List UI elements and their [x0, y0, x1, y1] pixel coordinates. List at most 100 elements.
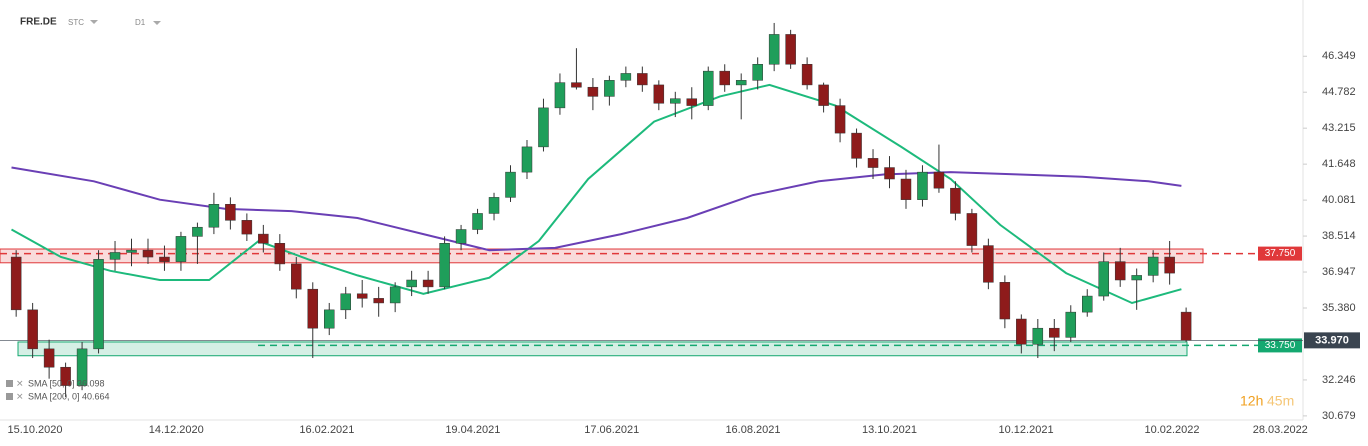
zone [17, 341, 1188, 357]
candle-body [274, 243, 286, 265]
countdown-hours: 12h [1240, 393, 1263, 409]
candle-body [620, 73, 632, 81]
candle-body [109, 252, 121, 260]
candle-body [60, 366, 71, 386]
candle-body [983, 245, 994, 283]
candle-body [1180, 311, 1192, 341]
candle-body [159, 256, 170, 262]
y-tick-label: 35.380 [1322, 302, 1356, 314]
candle-body [900, 178, 912, 200]
candle-body [76, 348, 88, 386]
legend-icon [6, 393, 13, 400]
last-price-label: 33.970 [1315, 334, 1349, 346]
candle-body [241, 220, 253, 235]
interval[interactable]: D1 [135, 18, 146, 27]
y-tick-label: 32.246 [1322, 374, 1356, 386]
candle-body [785, 34, 796, 65]
candle-body [735, 80, 747, 86]
candle-body [126, 249, 137, 253]
x-tick-label: 28.03.2022 [1253, 424, 1308, 436]
candle-body [1114, 261, 1126, 281]
candle-body [1032, 327, 1044, 345]
level-label: 37.750 [1265, 248, 1296, 259]
candle-body [587, 86, 599, 97]
candle-body [686, 98, 698, 106]
candle-body [834, 105, 846, 134]
market[interactable]: STC [68, 18, 84, 27]
candle-body [455, 229, 467, 244]
candle-body [10, 256, 22, 311]
candle-body [653, 84, 665, 104]
candle-body [291, 263, 302, 290]
x-tick-label: 10.12.2021 [999, 424, 1054, 436]
candle-body [884, 167, 895, 180]
candle-body [1131, 275, 1142, 281]
candle-body [950, 187, 961, 214]
y-tick-label: 46.349 [1322, 50, 1356, 62]
candle-body [422, 279, 434, 288]
legend-close: ✕ [16, 391, 24, 401]
candle-body [637, 73, 648, 86]
candle-body [1081, 295, 1093, 313]
candle-body [192, 226, 203, 237]
legend-icon [6, 380, 13, 387]
candle-body [389, 286, 401, 304]
candle-body [604, 80, 615, 97]
candle-body [307, 288, 319, 329]
candle-body [225, 204, 236, 221]
candle-body [752, 64, 763, 81]
last-price-box [1304, 332, 1360, 349]
x-tick-label: 10.02.2022 [1144, 424, 1199, 436]
x-tick-label: 16.02.2021 [299, 424, 354, 436]
level-label-box [1258, 338, 1302, 353]
candle-body [1164, 256, 1175, 274]
y-tick-label: 41.648 [1322, 158, 1356, 170]
candle-body [1016, 318, 1027, 345]
x-tick-label: 15.10.2020 [7, 424, 62, 436]
dropdown-icon[interactable] [90, 20, 98, 24]
countdown-minutes: 45m [1267, 393, 1294, 409]
y-tick-label: 44.782 [1322, 86, 1356, 98]
candle-body [851, 132, 862, 159]
candle-body [933, 171, 945, 189]
y-tick-label: 36.947 [1322, 266, 1356, 278]
candle-body [142, 249, 154, 258]
legend-close: ✕ [16, 378, 24, 388]
candle-body [439, 243, 450, 288]
candle-body [1065, 311, 1077, 338]
x-tick-label: 17.06.2021 [584, 424, 639, 436]
y-tick-label: 40.081 [1322, 194, 1356, 206]
level-label-box [1258, 246, 1302, 261]
candle-body [801, 64, 813, 86]
x-tick-label: 19.04.2021 [445, 424, 500, 436]
candle-body [867, 158, 879, 168]
x-tick-label: 16.08.2021 [725, 424, 780, 436]
level-label: 33.750 [1265, 340, 1296, 351]
candle-body [966, 213, 978, 246]
candle-body [719, 70, 730, 86]
candle-body [208, 204, 220, 228]
candle-body [571, 82, 582, 88]
candle-body [1147, 256, 1159, 276]
x-tick-label: 14.12.2020 [149, 424, 204, 436]
candle-body [1049, 327, 1060, 338]
candle-body [175, 236, 187, 262]
candle-body [93, 259, 104, 350]
candle-body [538, 107, 549, 148]
zone [0, 248, 1204, 264]
candle-body [373, 298, 384, 304]
candle-body [1098, 261, 1109, 297]
candle-body [43, 348, 55, 368]
candle-body [505, 171, 516, 198]
y-tick-label: 43.215 [1322, 122, 1356, 134]
dropdown-icon[interactable] [153, 21, 161, 25]
candle-body [702, 70, 714, 106]
candle-body [340, 293, 351, 311]
candle-body [554, 82, 566, 109]
x-tick-label: 13.10.2021 [862, 424, 917, 436]
candle-body [258, 233, 269, 244]
legend-entry: SMA [50, 0] 36.098 [28, 378, 105, 388]
symbol[interactable]: FRE.DE [20, 17, 57, 28]
candle-body [521, 146, 533, 173]
